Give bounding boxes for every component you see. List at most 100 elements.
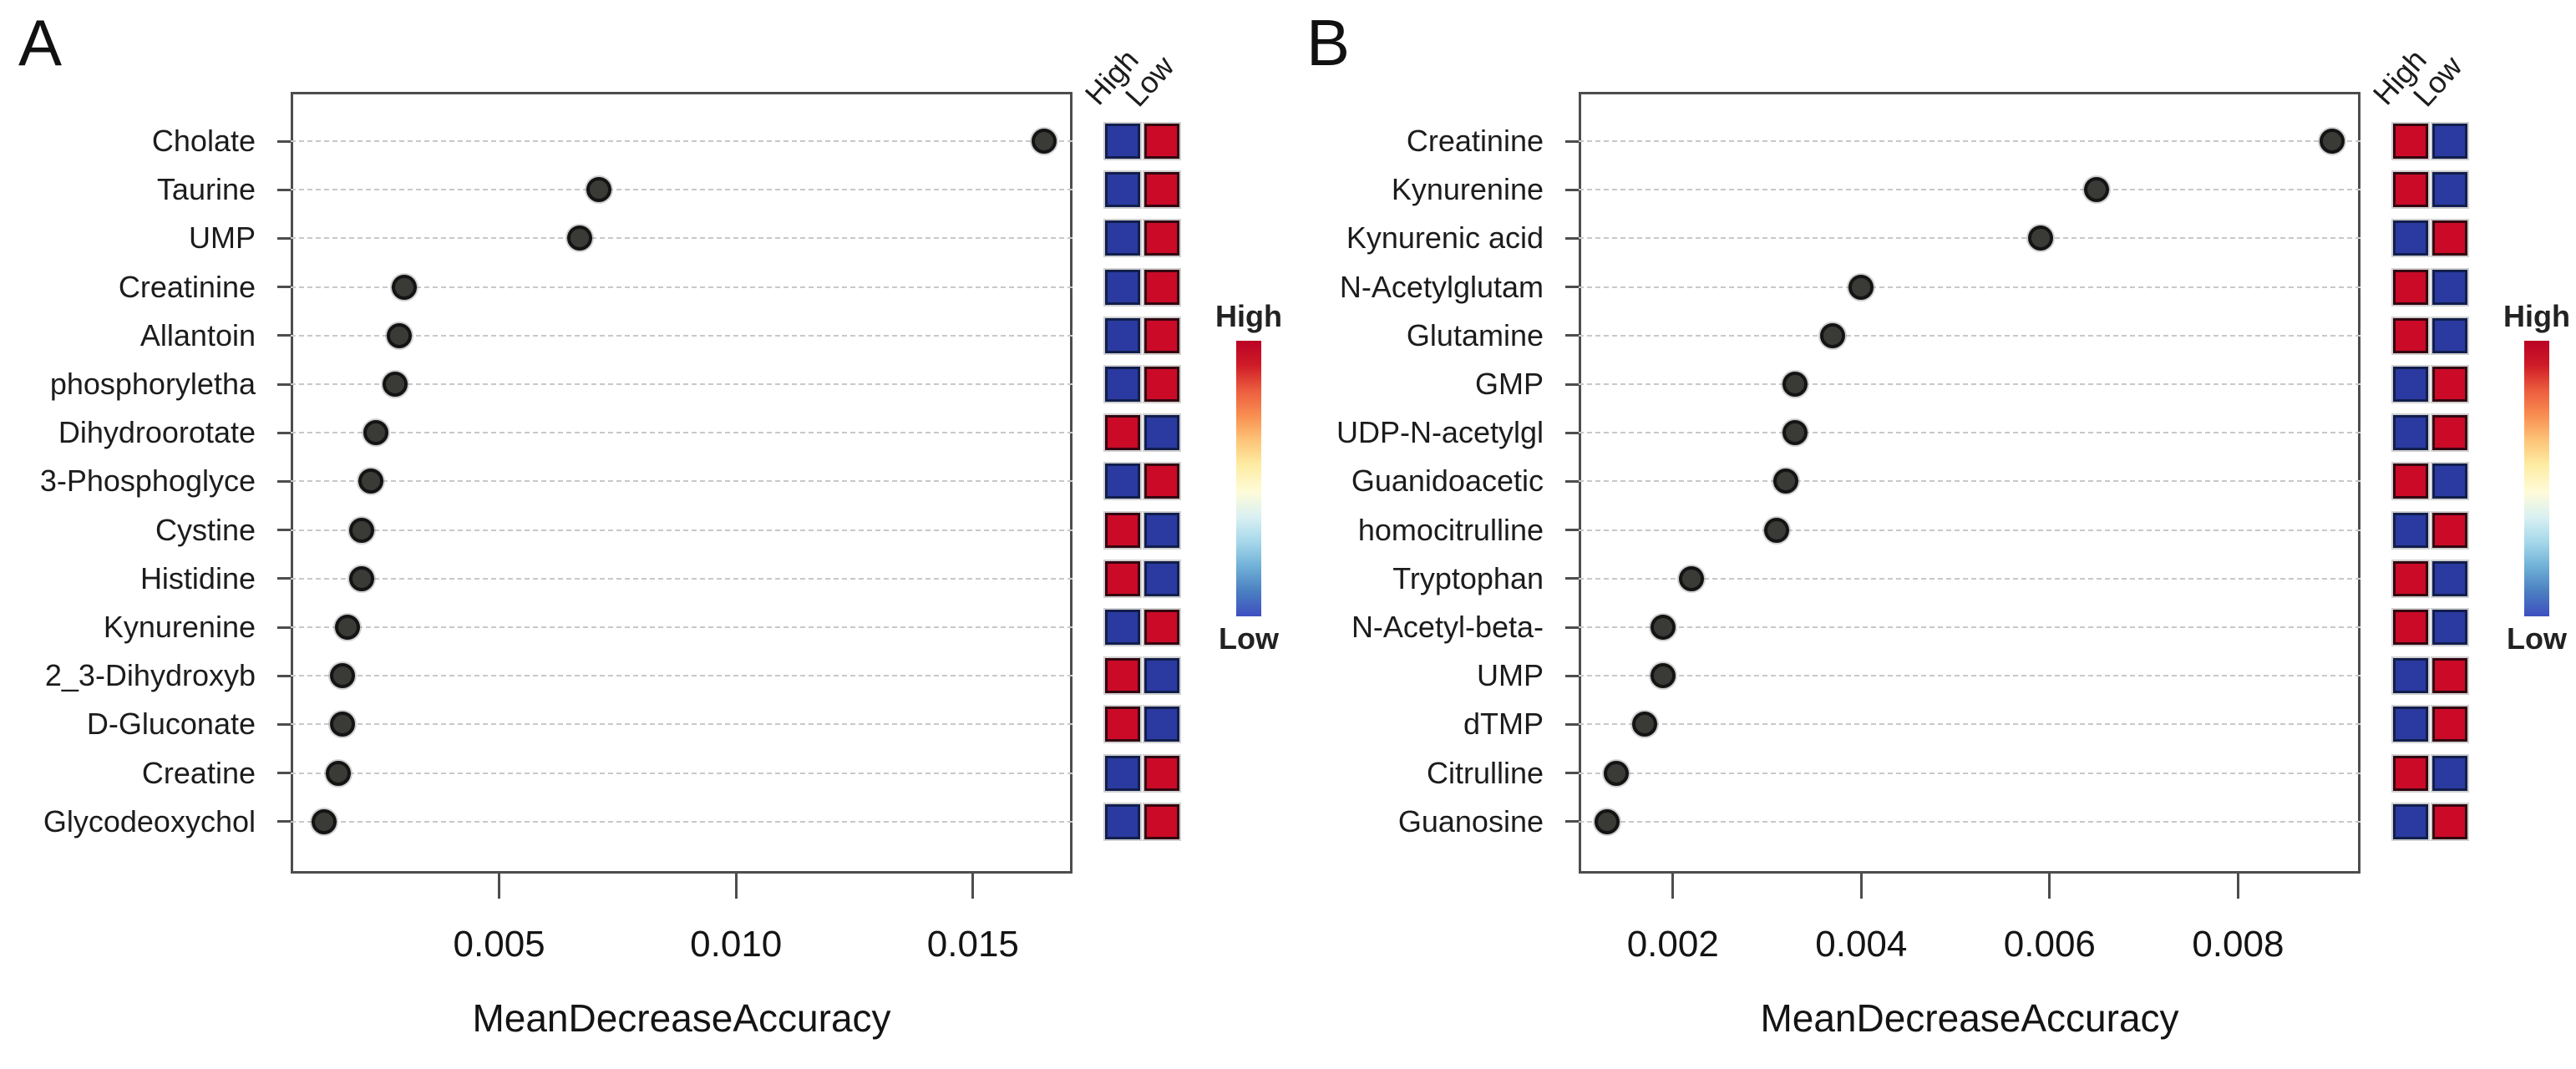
- row-label: N-Acetylglutam: [1339, 269, 1544, 304]
- row-axis-tick: [277, 139, 291, 143]
- row-label: Taurine: [156, 172, 256, 207]
- heatmap-square-high: [2393, 658, 2428, 694]
- heatmap-square-low: [2432, 803, 2467, 839]
- data-point-dot: [1651, 663, 1676, 689]
- heatmap-square-low: [1144, 415, 1179, 451]
- heatmap-square-low: [2432, 610, 2467, 645]
- x-axis-tick-label: 0.010: [690, 924, 783, 965]
- row-gridline: [291, 432, 1072, 434]
- heatmap-square-high: [1105, 658, 1140, 694]
- heatmap-square-high: [1105, 367, 1140, 402]
- heatmap-square-high: [1105, 464, 1140, 499]
- heatmap-square-low: [2432, 415, 2467, 451]
- row-axis-tick: [1565, 286, 1579, 289]
- data-point-dot: [1773, 469, 1799, 494]
- heatmap-square-high: [2393, 560, 2428, 596]
- heatmap-square-high: [2393, 755, 2428, 791]
- data-point-dot: [387, 322, 413, 348]
- row-axis-tick: [1565, 334, 1579, 337]
- row-gridline: [1579, 723, 2360, 726]
- row-axis-tick: [277, 820, 291, 823]
- row-label: Tryptophan: [1392, 560, 1544, 595]
- row-gridline: [291, 383, 1072, 385]
- row-label: Creatinine: [118, 269, 256, 304]
- heatmap-square-high: [1105, 512, 1140, 548]
- data-point-dot: [330, 712, 356, 737]
- x-axis-tick-label: 0.008: [2192, 924, 2284, 965]
- row-label: Cystine: [155, 512, 256, 547]
- panel-b-legend-low-label: Low: [2507, 621, 2567, 656]
- heatmap-square-high: [2393, 317, 2428, 353]
- data-point-dot: [1679, 565, 1705, 591]
- row-gridline: [291, 286, 1072, 288]
- panel-a-legend-low-label: Low: [1219, 621, 1279, 656]
- row-axis-tick: [1565, 529, 1579, 532]
- row-gridline: [1579, 140, 2360, 142]
- row-label: Creatinine: [1406, 124, 1544, 158]
- row-label: Kynurenic acid: [1346, 220, 1544, 256]
- heatmap-square-high: [1105, 707, 1140, 742]
- row-label: 2_3-Dihydroxyb: [44, 658, 256, 693]
- heatmap-square-high: [1105, 803, 1140, 839]
- data-point-dot: [363, 420, 389, 446]
- heatmap-square-high: [2393, 269, 2428, 305]
- row-label: Creatine: [141, 755, 256, 790]
- row-label: D-Gluconate: [86, 707, 256, 742]
- row-axis-tick: [1565, 772, 1579, 775]
- x-axis-tick-label: 0.004: [1815, 924, 1908, 965]
- data-point-dot: [1848, 274, 1874, 300]
- data-point-dot: [586, 177, 611, 203]
- row-axis-tick: [1565, 820, 1579, 823]
- row-label: Guanosine: [1397, 803, 1544, 838]
- data-point-dot: [311, 808, 337, 834]
- heatmap-square-low: [2432, 464, 2467, 499]
- row-gridline: [1579, 577, 2360, 580]
- data-point-dot: [2084, 177, 2110, 203]
- row-axis-tick: [277, 334, 291, 337]
- heatmap-square-low: [2432, 658, 2467, 694]
- x-axis-tick-label: 0.002: [1626, 924, 1719, 965]
- row-axis-tick: [277, 577, 291, 580]
- row-gridline: [1579, 286, 2360, 288]
- row-axis-tick: [277, 626, 291, 629]
- panel-a-legend-high-label: High: [1215, 299, 1282, 333]
- row-axis-tick: [1565, 722, 1579, 726]
- row-axis-tick: [277, 383, 291, 386]
- panel-b-legend-gradient-bar: [2524, 341, 2549, 616]
- data-point-dot: [567, 225, 593, 251]
- panel-a-letter: A: [18, 6, 63, 79]
- row-axis-tick: [1565, 236, 1579, 240]
- row-axis-tick: [277, 188, 291, 191]
- data-point-dot: [392, 274, 418, 300]
- x-axis-tick: [498, 874, 501, 899]
- row-axis-tick: [1565, 383, 1579, 386]
- heatmap-square-high: [2393, 172, 2428, 208]
- heatmap-square-low: [1144, 464, 1179, 499]
- panel-a-x-axis-title: MeanDecreaseAccuracy: [472, 996, 891, 1040]
- data-point-dot: [1763, 517, 1789, 543]
- row-gridline: [1579, 772, 2360, 774]
- heatmap-square-low: [1144, 317, 1179, 353]
- heatmap-square-high: [1105, 415, 1140, 451]
- row-label: Histidine: [139, 560, 256, 595]
- row-label: 3-Phosphoglyce: [39, 464, 256, 499]
- row-label: Citrulline: [1426, 755, 1544, 790]
- heatmap-square-high: [2393, 367, 2428, 402]
- data-point-dot: [382, 372, 408, 397]
- row-axis-tick: [1565, 188, 1579, 191]
- data-point-dot: [325, 760, 351, 786]
- heatmap-square-high: [1105, 269, 1140, 305]
- heatmap-square-high: [1105, 317, 1140, 353]
- row-gridline: [1579, 675, 2360, 677]
- heatmap-square-low: [1144, 658, 1179, 694]
- x-axis-tick: [971, 874, 975, 899]
- row-axis-tick: [277, 236, 291, 240]
- row-label: N-Acetyl-beta-: [1351, 610, 1544, 644]
- data-point-dot: [1782, 420, 1808, 446]
- heatmap-square-low: [1144, 124, 1179, 159]
- row-label: UMP: [1477, 658, 1544, 693]
- heatmap-square-low: [2432, 755, 2467, 791]
- x-axis-tick: [734, 874, 738, 899]
- row-axis-tick: [1565, 577, 1579, 580]
- heatmap-square-low: [2432, 124, 2467, 159]
